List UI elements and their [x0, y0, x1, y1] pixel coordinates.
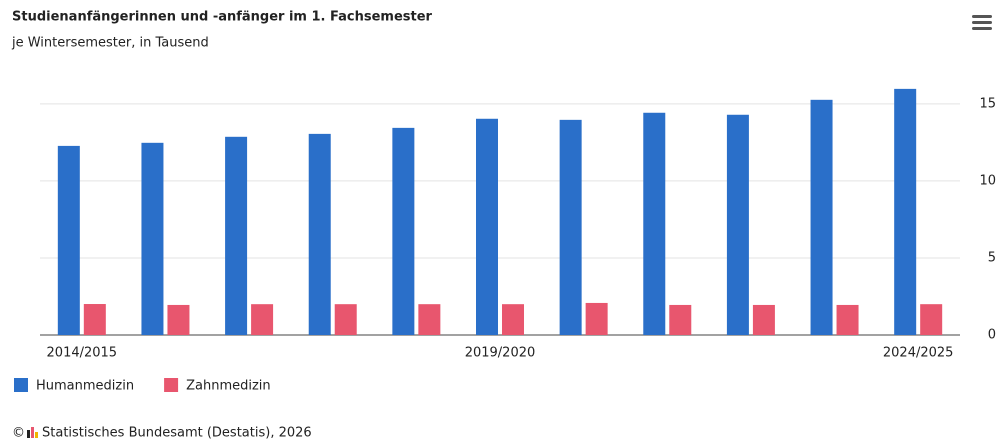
bar: [251, 304, 274, 335]
bar: [752, 304, 775, 335]
legend-label: Zahnmedizin: [186, 379, 271, 394]
y-tick-label: 5: [988, 250, 996, 265]
x-tick-label: 2019/2020: [465, 346, 536, 361]
bar: [83, 304, 106, 335]
bar: [920, 304, 943, 335]
chart-subtitle: je Wintersemester, in Tausend: [11, 36, 209, 51]
bar: [643, 112, 666, 335]
menu-button[interactable]: [972, 15, 992, 30]
x-tick-label: 2014/2015: [47, 346, 118, 361]
bar: [418, 304, 441, 335]
bar: [57, 145, 80, 335]
source: Statistisches Bundesamt (Destatis), 2026: [42, 426, 312, 441]
bar: [141, 142, 164, 335]
bar: [502, 304, 524, 335]
menu-bar: [972, 27, 992, 30]
y-tick-label: 10: [979, 173, 996, 188]
bar: [476, 118, 498, 335]
y-tick-label: 0: [988, 328, 996, 343]
menu-bar: [972, 21, 992, 24]
bar: [167, 304, 190, 335]
bar: [308, 133, 331, 335]
bar: [559, 119, 582, 335]
bar: [669, 304, 692, 335]
copyright: ©: [12, 426, 25, 441]
logo: [27, 427, 38, 438]
x-tick-label: 2024/2025: [883, 346, 954, 361]
y-tick-label: 15: [979, 96, 996, 111]
bar: [225, 136, 248, 335]
bar: [334, 304, 357, 335]
legend-label: Humanmedizin: [36, 379, 134, 394]
legend-swatch: [164, 378, 179, 392]
menu-bar: [972, 15, 992, 18]
chart-title: Studienanfängerinnen und -anfänger im 1.…: [12, 10, 433, 25]
bar: [836, 304, 859, 335]
bar: [392, 127, 415, 336]
legend-swatch: [14, 378, 28, 392]
bar: [585, 302, 608, 335]
bar: [726, 114, 749, 335]
bar: [894, 88, 917, 335]
bar: [810, 99, 833, 335]
